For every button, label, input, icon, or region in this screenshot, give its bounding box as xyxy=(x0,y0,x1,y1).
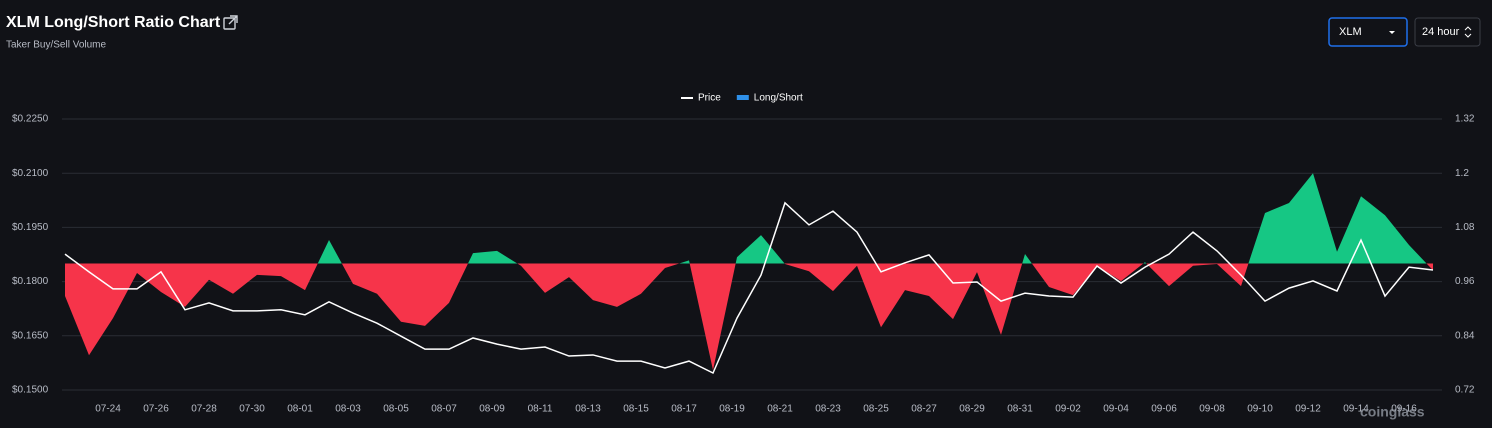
x-tick-label: 08-19 xyxy=(719,404,745,415)
y2-tick-label: 1.32 xyxy=(1455,114,1475,125)
y-tick-label: $0.1650 xyxy=(12,330,49,341)
chart-title: XLM Long/Short Ratio Chart xyxy=(6,14,221,31)
select-caret xyxy=(1389,31,1395,34)
x-tick-label: 09-08 xyxy=(1199,404,1225,415)
x-tick-label: 08-09 xyxy=(479,404,505,415)
external-link-icon[interactable] xyxy=(223,15,238,30)
x-tick-label: 08-25 xyxy=(863,404,889,415)
x-tick-label: 07-28 xyxy=(191,404,217,415)
x-tick-label: 08-21 xyxy=(767,404,793,415)
x-tick-label: 08-11 xyxy=(528,404,553,415)
interval-select[interactable] xyxy=(1414,17,1481,47)
x-tick-label: 07-30 xyxy=(239,404,265,415)
x-tick-label: 08-31 xyxy=(1007,404,1033,415)
ratio-area-down xyxy=(65,263,1433,371)
icon-arrow xyxy=(228,15,238,25)
chart-subtitle: Taker Buy/Sell Volume xyxy=(6,40,106,51)
y-tick-label: $0.2250 xyxy=(12,114,49,125)
x-tick-label: 09-16 xyxy=(1391,404,1417,415)
symbol-select[interactable] xyxy=(1328,17,1408,47)
x-tick-label: 08-01 xyxy=(287,404,313,415)
y-tick-label: $0.1500 xyxy=(12,385,49,396)
x-tick-label: 08-27 xyxy=(911,404,937,415)
y-tick-label: $0.2100 xyxy=(12,168,49,179)
y-tick-label: $0.1950 xyxy=(12,222,49,233)
symbol-value: XLM xyxy=(1339,26,1362,38)
price-line xyxy=(64,201,1434,375)
x-tick-label: 08-29 xyxy=(959,404,985,415)
y-tick-label: $0.1800 xyxy=(12,276,49,287)
y2-tick-label: 0.96 xyxy=(1455,276,1475,287)
x-tick-label: 09-04 xyxy=(1103,404,1129,415)
x-tick-label: 08-05 xyxy=(383,404,409,415)
x-tick-label: 08-23 xyxy=(815,404,841,415)
interval-value: 24 hour xyxy=(1422,26,1460,38)
spinner-icon xyxy=(1464,26,1472,38)
x-tick-label: 09-02 xyxy=(1055,404,1081,415)
x-tick-label: 09-14 xyxy=(1343,404,1369,415)
y2-tick-label: 0.72 xyxy=(1455,385,1475,396)
x-tick-label: 07-24 xyxy=(95,404,121,415)
legend-label: Price xyxy=(698,93,721,104)
y2-tick-label: 1.2 xyxy=(1455,168,1469,179)
x-tick-label: 08-17 xyxy=(671,404,697,415)
legend-swatch xyxy=(736,95,749,100)
x-tick-label: 09-12 xyxy=(1295,404,1321,415)
x-tick-label: 08-15 xyxy=(623,404,649,415)
ratio-area-up xyxy=(65,173,1433,264)
icon-box xyxy=(223,17,236,30)
x-tick-label: 08-07 xyxy=(431,404,457,415)
legend-label: Long/Short xyxy=(754,93,803,104)
x-tick-label: 08-03 xyxy=(335,404,361,415)
x-tick-label: 09-06 xyxy=(1151,404,1177,415)
watermark: coinglass xyxy=(1360,404,1425,420)
x-tick-label: 09-10 xyxy=(1247,404,1273,415)
y2-tick-label: 0.84 xyxy=(1455,330,1475,341)
y2-tick-label: 1.08 xyxy=(1455,222,1475,233)
x-tick-label: 07-26 xyxy=(143,404,169,415)
x-tick-label: 08-13 xyxy=(575,404,601,415)
